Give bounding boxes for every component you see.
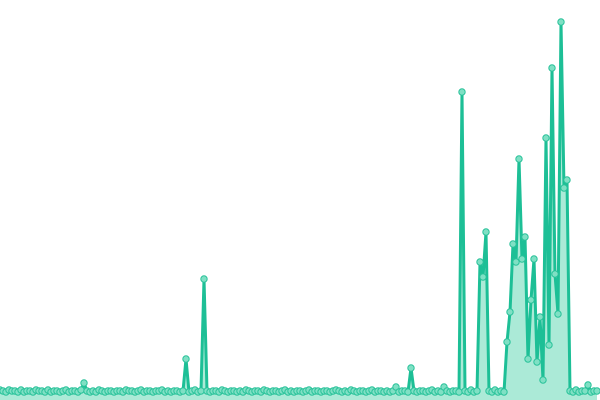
- data-point: [473, 387, 481, 395]
- data-point: [563, 176, 571, 184]
- series-line: [0, 20, 597, 394]
- data-point: [554, 310, 562, 318]
- data-point: [545, 341, 553, 349]
- data-point: [182, 355, 190, 363]
- data-points: [0, 18, 600, 396]
- data-point: [524, 355, 532, 363]
- data-point: [560, 184, 568, 192]
- data-point: [77, 386, 85, 394]
- data-point: [539, 376, 547, 384]
- data-point: [458, 88, 466, 96]
- data-point: [512, 258, 520, 266]
- data-point: [476, 258, 484, 266]
- data-point: [197, 387, 205, 395]
- data-point: [548, 64, 556, 72]
- data-point: [581, 387, 589, 395]
- data-point: [503, 338, 511, 346]
- data-point: [530, 255, 538, 263]
- data-point: [551, 270, 559, 278]
- data-point: [518, 255, 526, 263]
- data-point: [179, 387, 187, 395]
- data-point: [533, 358, 541, 366]
- data-point: [506, 308, 514, 316]
- data-point: [80, 379, 88, 387]
- data-point: [479, 273, 487, 281]
- data-point: [509, 240, 517, 248]
- data-point: [500, 388, 508, 396]
- data-point: [404, 388, 412, 396]
- data-point: [521, 233, 529, 241]
- data-point: [593, 387, 600, 395]
- data-point: [557, 18, 565, 26]
- data-point: [455, 388, 463, 396]
- data-point: [407, 364, 415, 372]
- data-point: [536, 313, 544, 321]
- data-point: [200, 275, 208, 283]
- data-point: [542, 134, 550, 142]
- data-point: [527, 296, 535, 304]
- data-point: [584, 381, 592, 389]
- data-point: [515, 155, 523, 163]
- data-point: [482, 228, 490, 236]
